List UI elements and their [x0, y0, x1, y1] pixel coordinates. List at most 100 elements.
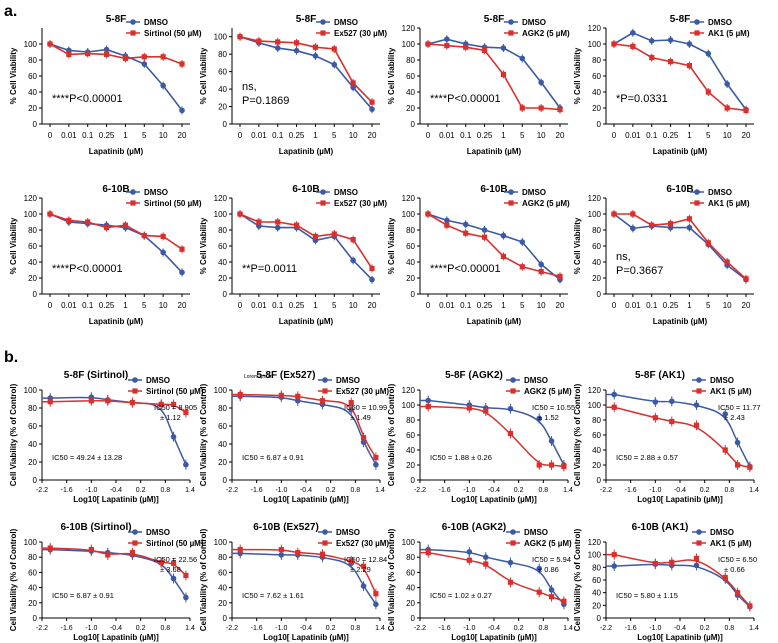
y-tick-label: 60 — [218, 68, 227, 77]
y-tick-label: 100 — [402, 40, 416, 49]
x-axis-label: Lapatinib (µM) — [467, 147, 522, 156]
ic50-label-3: ± 2.43 — [724, 413, 745, 422]
x-tick-label: -1.0 — [85, 487, 97, 494]
data-point — [667, 59, 674, 65]
x-tick-label: 0.8 — [350, 625, 360, 632]
y-tick-label: 80 — [28, 553, 37, 562]
x-tick-label: 0.8 — [160, 487, 170, 494]
data-point — [611, 211, 617, 217]
x-tick-label: 0 — [426, 131, 431, 140]
y-tick-label: 120 — [214, 194, 228, 203]
legend-label: DMSO — [522, 188, 546, 197]
ic50-label-1: IC50 = 49.24 ± 13.28 — [52, 453, 122, 462]
data-point — [66, 217, 72, 223]
data-point — [103, 46, 110, 53]
x-tick-label: 10 — [723, 301, 732, 310]
data-point — [536, 565, 543, 572]
p-value-annotation: *P=0.0331 — [616, 93, 668, 105]
x-tick-label: -1.0 — [275, 487, 287, 494]
y-axis-label: % Cell Viability — [199, 47, 208, 104]
legend-marker — [694, 200, 700, 206]
data-point — [183, 572, 189, 579]
legend-marker — [510, 540, 516, 546]
data-point — [686, 63, 693, 69]
data-point — [481, 47, 488, 53]
y-tick-label: 80 — [406, 226, 415, 235]
legend-label: DMSO — [336, 528, 360, 537]
x-tick-label: 1 — [313, 131, 318, 140]
y-tick-label: 20 — [28, 599, 37, 608]
data-point — [373, 591, 379, 597]
data-point — [538, 269, 544, 275]
y-tick-label: 0 — [597, 476, 602, 485]
x-tick-label: 20 — [742, 301, 751, 310]
chart-title: 5-8F — [106, 14, 127, 25]
data-point — [500, 71, 507, 77]
x-tick-label: 1 — [123, 131, 128, 140]
data-point — [667, 37, 674, 43]
legend-marker — [694, 189, 700, 195]
x-tick-label: 0.2 — [136, 625, 146, 632]
x-tick-label: 0 — [48, 301, 53, 310]
legend-label: DMSO — [334, 188, 358, 197]
data-point — [500, 253, 507, 259]
y-tick-label: 40 — [406, 258, 415, 267]
data-point — [369, 106, 375, 112]
x-tick-label: -2.2 — [36, 625, 48, 632]
data-point — [743, 107, 749, 113]
y-tick-label: 80 — [28, 404, 37, 413]
x-tick-label: 5 — [142, 301, 147, 310]
ns-label: ns, — [616, 251, 631, 263]
legend-label: AK1 (5 µM) — [708, 29, 750, 38]
data-point — [170, 560, 177, 566]
x-tick-label: 1.4 — [185, 487, 195, 494]
x-tick-label: 0.2 — [326, 625, 336, 632]
data-point — [507, 579, 514, 585]
legend-marker — [696, 540, 702, 546]
y-tick-label: 0 — [411, 614, 416, 623]
x-tick-label: -1.6 — [61, 625, 73, 632]
y-tick-label: 120 — [588, 194, 602, 203]
data-point — [179, 107, 185, 114]
x-tick-label: 1.4 — [563, 487, 573, 494]
series-line-treatment — [614, 213, 747, 280]
y-tick-label: 100 — [24, 538, 38, 547]
data-point — [686, 41, 693, 47]
data-point — [129, 400, 136, 406]
x-tick-label: 0.2 — [514, 487, 524, 494]
y-tick-label: 80 — [218, 553, 227, 562]
chart-title: 6-10B (Ex527) — [253, 522, 319, 533]
x-tick-label: -0.4 — [488, 625, 500, 632]
y-tick-label: 60 — [406, 568, 415, 577]
y-tick-label: 20 — [28, 458, 37, 467]
x-axis-label: Log10[ Lapatinib (µM)] — [637, 495, 723, 504]
x-tick-label: -1.0 — [463, 487, 475, 494]
p-value-annotation: P=0.1869 — [242, 95, 289, 107]
data-point — [425, 41, 431, 47]
y-tick-label: 20 — [406, 274, 415, 283]
ic50-label-3: ± 0.86 — [538, 565, 559, 574]
data-point — [348, 400, 354, 406]
data-point — [158, 401, 164, 407]
ic50-label-3: ± 1.12 — [160, 413, 181, 422]
x-tick-label: 0.01 — [61, 301, 77, 310]
x-tick-label: 1.4 — [749, 625, 759, 632]
legend-marker — [322, 529, 328, 535]
data-point — [170, 401, 177, 407]
y-tick-label: 60 — [406, 431, 415, 440]
data-point — [693, 562, 700, 569]
x-axis-label: Lapatinib (µM) — [279, 147, 334, 156]
x-tick-label: -0.4 — [110, 625, 122, 632]
legend-marker — [322, 377, 328, 383]
x-tick-label: 0 — [238, 301, 243, 310]
data-point — [722, 574, 728, 581]
legend-marker — [696, 529, 702, 535]
x-tick-label: 20 — [178, 301, 187, 310]
legend-label: Sirtinol (50 µM) — [146, 539, 204, 548]
data-point — [693, 555, 700, 562]
ic50-label-3: ± 2.29 — [350, 565, 371, 574]
y-tick-label: 100 — [214, 538, 228, 547]
data-point — [278, 552, 285, 558]
